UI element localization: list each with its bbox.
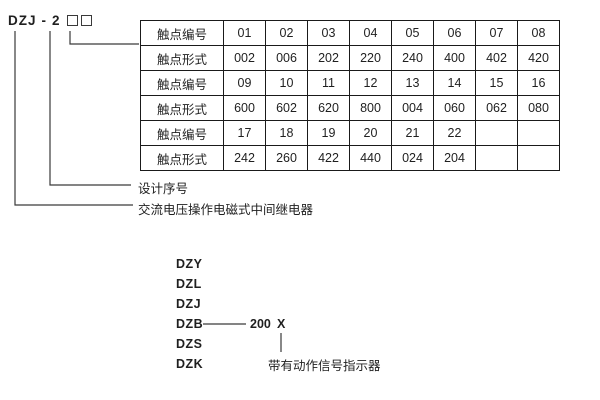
relay-description-label: 交流电压操作电磁式中间继电器 [138, 203, 314, 217]
contact-value-cell: 440 [349, 145, 392, 171]
series-list: DZY DZL DZJ DZB DZS DZK [176, 254, 203, 374]
contact-code-table-body: 触点编号 01 02 03 04 05 06 07 08 触点形式 002 006 202 220 240 4… [140, 20, 560, 171]
contact-value-cell: 08 [517, 20, 560, 46]
relay-type-connector-line [14, 31, 133, 206]
series-item-dzk: DZK [176, 357, 204, 371]
contact-value-cell: 16 [517, 70, 560, 96]
contact-value-cell: 062 [475, 95, 518, 121]
contact-value-cell: 15 [475, 70, 518, 96]
contact-value-cell: 03 [307, 20, 350, 46]
dzb-suffix-label: X [277, 317, 286, 331]
contact-code-placeholder-box-icon [66, 15, 78, 26]
design-serial-connector-line [49, 31, 131, 186]
series-item-dzs: DZS [176, 337, 203, 351]
series-item-dzb: DZB [176, 317, 204, 331]
row-header-cell: 触点形式 [140, 145, 224, 171]
table-connector-line [69, 31, 139, 45]
contact-value-cell: 422 [307, 145, 350, 171]
contact-value-cell: 006 [265, 45, 308, 71]
table-row: 触点编号 17 18 19 20 21 22 [140, 120, 560, 146]
contact-value-cell: 620 [307, 95, 350, 121]
contact-value-cell: 240 [391, 45, 434, 71]
contact-value-cell: 12 [349, 70, 392, 96]
contact-value-cell: 060 [433, 95, 476, 121]
contact-value-cell: 14 [433, 70, 476, 96]
contact-code-placeholder-box-icon [80, 15, 92, 26]
series-item-dzl: DZL [176, 277, 202, 291]
contact-value-cell: 202 [307, 45, 350, 71]
contact-value-cell: 004 [391, 95, 434, 121]
model-separator: - [41, 13, 48, 28]
contact-code-table: 触点编号 01 02 03 04 05 06 07 08 触点形式 002 006 202 220 240 4… [140, 20, 560, 171]
row-header-cell: 触点形式 [140, 45, 224, 71]
contact-value-cell: 11 [307, 70, 350, 96]
model-code: DZJ - 2 [8, 13, 95, 28]
contact-value-cell [475, 120, 518, 146]
table-row: 触点形式 600 602 620 800 004 060 062 080 [140, 95, 560, 121]
contact-value-cell: 17 [223, 120, 266, 146]
contact-value-cell [517, 145, 560, 171]
model-prefix: DZJ [8, 13, 37, 28]
contact-value-cell: 19 [307, 120, 350, 146]
indicator-note-label: 带有动作信号指示器 [268, 359, 381, 373]
contact-value-cell [475, 145, 518, 171]
series-item-dzj: DZJ [176, 297, 202, 311]
row-header-cell: 触点形式 [140, 95, 224, 121]
contact-value-cell: 002 [223, 45, 266, 71]
contact-value-cell: 080 [517, 95, 560, 121]
model-design-number: 2 [52, 13, 61, 28]
contact-value-cell: 21 [391, 120, 434, 146]
contact-value-cell: 024 [391, 145, 434, 171]
contact-value-cell: 402 [475, 45, 518, 71]
contact-value-cell: 400 [433, 45, 476, 71]
contact-value-cell: 01 [223, 20, 266, 46]
contact-value-cell: 02 [265, 20, 308, 46]
contact-value-cell: 10 [265, 70, 308, 96]
row-header-cell: 触点编号 [140, 20, 224, 46]
contact-value-cell: 06 [433, 20, 476, 46]
contact-value-cell: 220 [349, 45, 392, 71]
table-row: 触点形式 002 006 202 220 240 400 402 420 [140, 45, 560, 71]
contact-value-cell: 07 [475, 20, 518, 46]
row-header-cell: 触点编号 [140, 120, 224, 146]
contact-value-cell: 242 [223, 145, 266, 171]
contact-value-cell: 18 [265, 120, 308, 146]
table-row: 触点形式 242 260 422 440 024 204 [140, 145, 560, 171]
contact-value-cell: 800 [349, 95, 392, 121]
row-header-cell: 触点编号 [140, 70, 224, 96]
contact-value-cell: 04 [349, 20, 392, 46]
contact-value-cell [517, 120, 560, 146]
contact-value-cell: 204 [433, 145, 476, 171]
design-serial-label: 设计序号 [138, 182, 189, 196]
contact-value-cell: 602 [265, 95, 308, 121]
contact-value-cell: 20 [349, 120, 392, 146]
contact-value-cell: 05 [391, 20, 434, 46]
series-item-dzy: DZY [176, 257, 203, 271]
dzb-value-label: 200 [250, 317, 271, 331]
table-row: 触点编号 09 10 11 12 13 14 15 16 [140, 70, 560, 96]
contact-value-cell: 09 [223, 70, 266, 96]
contact-value-cell: 420 [517, 45, 560, 71]
table-row: 触点编号 01 02 03 04 05 06 07 08 [140, 20, 560, 46]
contact-value-cell: 22 [433, 120, 476, 146]
contact-value-cell: 13 [391, 70, 434, 96]
contact-value-cell: 260 [265, 145, 308, 171]
contact-value-cell: 600 [223, 95, 266, 121]
